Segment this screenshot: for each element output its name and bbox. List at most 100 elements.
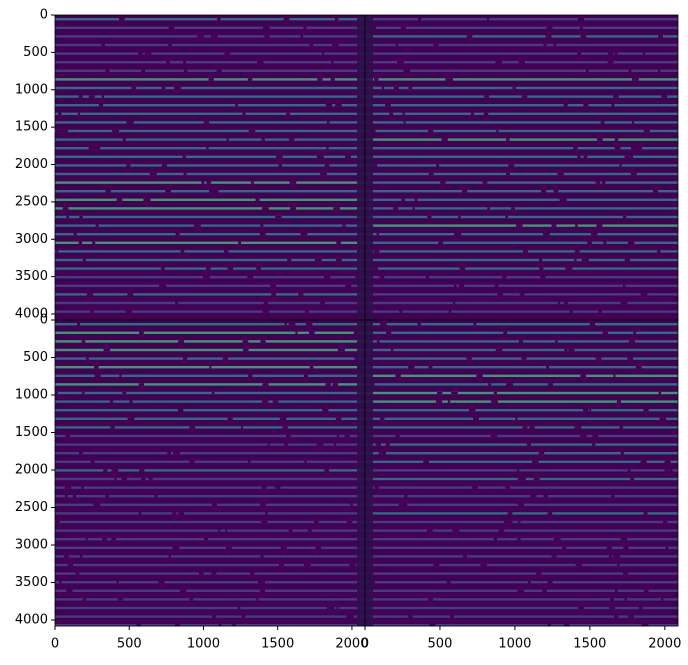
defect bbox=[665, 546, 669, 549]
defect bbox=[261, 400, 269, 403]
defect bbox=[658, 391, 662, 395]
defect bbox=[397, 61, 404, 64]
defect bbox=[473, 417, 479, 420]
defect bbox=[547, 512, 553, 515]
stripe bbox=[55, 490, 365, 494]
stripe bbox=[55, 473, 365, 476]
stripe bbox=[55, 207, 365, 210]
stripe bbox=[55, 624, 365, 627]
stripe bbox=[55, 172, 365, 176]
defect bbox=[209, 366, 212, 369]
defect bbox=[161, 86, 166, 90]
stripe bbox=[55, 211, 365, 214]
defect bbox=[168, 555, 171, 558]
stripe bbox=[365, 78, 678, 81]
defect bbox=[663, 520, 668, 524]
defect bbox=[575, 224, 578, 227]
stripe bbox=[55, 387, 365, 390]
defect bbox=[494, 284, 499, 287]
defect bbox=[591, 443, 596, 446]
defect bbox=[585, 69, 589, 72]
defect bbox=[59, 581, 62, 584]
stripe bbox=[55, 383, 365, 386]
defect bbox=[265, 512, 268, 515]
defect bbox=[644, 589, 649, 592]
defect bbox=[512, 86, 516, 90]
stripe bbox=[365, 215, 678, 219]
defect bbox=[212, 615, 217, 618]
defect bbox=[380, 417, 385, 420]
defect bbox=[382, 452, 387, 455]
stripe bbox=[365, 460, 678, 463]
defect bbox=[276, 155, 283, 158]
defect bbox=[595, 181, 601, 184]
defect bbox=[515, 417, 518, 420]
defect bbox=[105, 190, 111, 193]
defect bbox=[286, 112, 290, 115]
stripe bbox=[365, 559, 678, 562]
stripe bbox=[55, 82, 365, 85]
stripe bbox=[365, 546, 678, 549]
defect bbox=[659, 417, 667, 420]
defect bbox=[64, 555, 70, 558]
defect bbox=[325, 104, 333, 107]
stripe bbox=[55, 164, 365, 167]
defect bbox=[94, 374, 101, 377]
defect bbox=[623, 546, 629, 549]
defect bbox=[213, 190, 219, 193]
defect bbox=[462, 555, 467, 558]
defect bbox=[300, 233, 308, 236]
defect bbox=[335, 258, 342, 262]
stripe bbox=[365, 35, 678, 38]
stripe bbox=[55, 48, 365, 51]
stripe bbox=[365, 185, 678, 189]
y-tick-label: 2000 bbox=[15, 157, 48, 172]
defect bbox=[627, 469, 631, 472]
defect bbox=[551, 555, 557, 558]
defect bbox=[256, 598, 259, 601]
defect bbox=[307, 529, 312, 532]
defect bbox=[203, 276, 210, 279]
stripe bbox=[55, 99, 365, 103]
defect bbox=[610, 598, 614, 601]
stripe bbox=[55, 69, 365, 72]
stripe bbox=[55, 39, 365, 42]
defect bbox=[350, 503, 353, 506]
defect bbox=[172, 546, 180, 549]
defect bbox=[85, 538, 88, 541]
defect bbox=[242, 348, 249, 352]
defect bbox=[287, 258, 292, 262]
stripe bbox=[365, 125, 678, 128]
defect bbox=[617, 563, 620, 567]
stripe bbox=[55, 542, 365, 545]
defect bbox=[308, 331, 315, 334]
stripe bbox=[365, 48, 678, 51]
stripe bbox=[55, 353, 365, 356]
stripe bbox=[365, 56, 678, 60]
defect bbox=[149, 172, 157, 176]
defect bbox=[225, 529, 228, 532]
defect bbox=[175, 233, 180, 236]
defect bbox=[168, 43, 172, 47]
defect bbox=[624, 598, 628, 601]
defect bbox=[482, 181, 488, 184]
defect bbox=[448, 310, 452, 313]
stripe bbox=[55, 430, 365, 433]
defect bbox=[543, 233, 550, 236]
defect bbox=[324, 469, 330, 472]
stripe bbox=[55, 400, 365, 403]
defect bbox=[568, 348, 575, 352]
stripe bbox=[365, 456, 678, 459]
defect bbox=[77, 323, 80, 326]
defect bbox=[403, 121, 406, 124]
defect bbox=[620, 538, 628, 541]
stripe bbox=[55, 233, 365, 236]
stripe bbox=[55, 301, 365, 305]
stripe bbox=[365, 335, 678, 339]
stripe bbox=[365, 198, 678, 201]
defect bbox=[126, 164, 131, 167]
defect bbox=[522, 426, 528, 429]
defect bbox=[175, 301, 179, 305]
defect bbox=[161, 164, 167, 167]
stripe bbox=[55, 581, 365, 584]
